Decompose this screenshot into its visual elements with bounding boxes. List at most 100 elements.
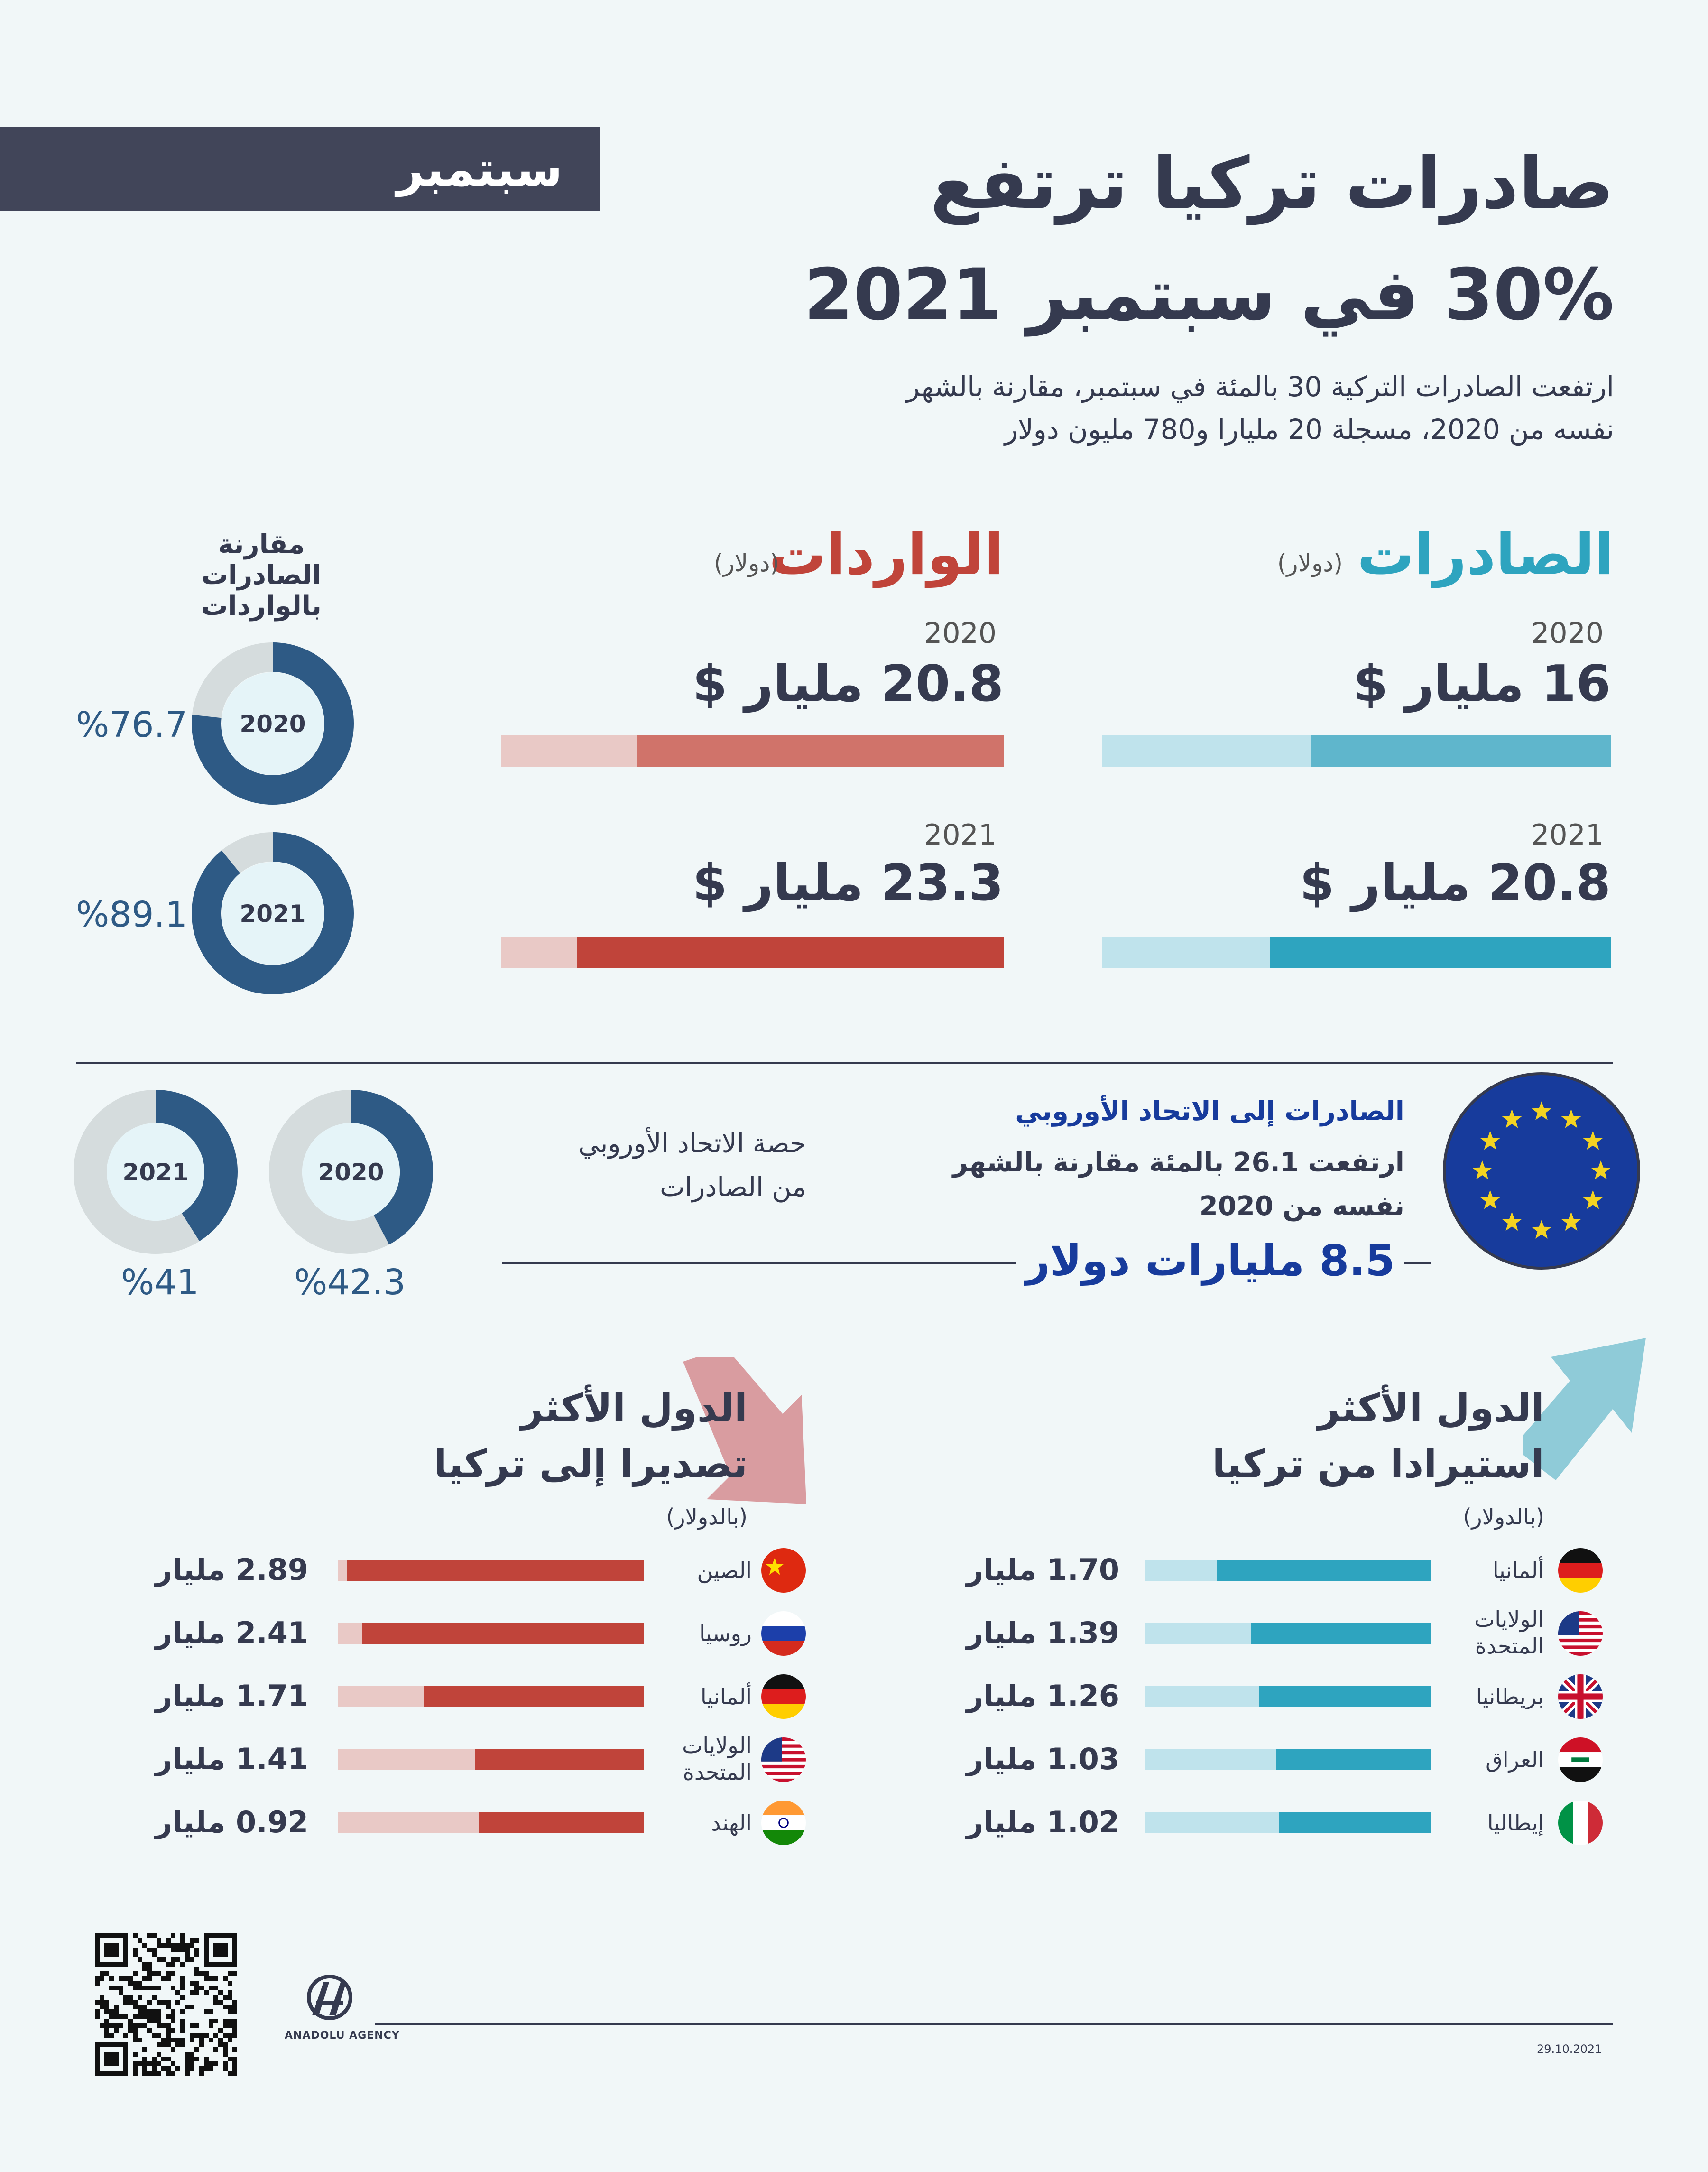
top-exporters-title: الدول الأكثر تصديرا إلى تركيا	[368, 1381, 748, 1493]
country-bar	[338, 1749, 644, 1770]
country-name-line-1: الصين	[697, 1558, 752, 1583]
country-name: الولايات المتحدة	[647, 1732, 752, 1785]
exports-2020-amount: 16 مليار $	[1353, 655, 1611, 713]
russia-flag-icon	[761, 1611, 806, 1656]
top-exporters-unit: (بالدولار)	[666, 1504, 748, 1530]
country-bar-fill	[475, 1749, 644, 1770]
coverage-2021-pct: %89.1	[76, 894, 188, 935]
imports-2020-bar-fill	[637, 735, 1004, 767]
subtitle-line-1: ارتفعت الصادرات التركية 30 بالمئة في سبت…	[906, 371, 1614, 403]
country-bar-fill	[362, 1623, 644, 1644]
month-badge-label: سبتمبر	[396, 141, 563, 197]
country-name-line-2: المتحدة	[1475, 1633, 1544, 1659]
country-value: 1.26 مليار	[966, 1679, 1119, 1713]
country-value: 1.39 مليار	[966, 1615, 1119, 1650]
eu-text-line-2: نفسه من 2020	[1199, 1191, 1404, 1222]
country-bar	[338, 1812, 644, 1833]
eu-share-line-1: حصة الاتحاد الأوروبي	[578, 1128, 806, 1159]
eu-share-2020-label: 2020	[318, 1159, 384, 1186]
country-bar-fill	[1216, 1560, 1431, 1581]
top-exporters-title-line-2: تصديرا إلى تركيا	[434, 1442, 748, 1487]
country-name-line-1: الهند	[711, 1810, 752, 1836]
imports-2020-bar	[501, 735, 1004, 767]
eu-share-2021-donut: 2021	[74, 1090, 238, 1254]
eu-star-icon	[1502, 1109, 1522, 1128]
footer-line	[375, 2023, 1613, 2025]
eu-share-title: حصة الاتحاد الأوروبي من الصادرات	[512, 1122, 806, 1209]
china-flag-icon	[761, 1548, 806, 1593]
country-value: 2.89 مليار	[155, 1552, 308, 1587]
country-name: الصين	[647, 1557, 752, 1584]
coverage-title: مقارنة الصادرات بالواردات	[143, 529, 380, 622]
exports-unit: (دولار)	[1277, 549, 1343, 577]
country-name: بريطانيا	[1440, 1683, 1544, 1710]
up-arrow-icon	[1523, 1338, 1646, 1480]
country-value: 1.03 مليار	[966, 1742, 1119, 1776]
eu-share-line-2: من الصادرات	[660, 1172, 806, 1203]
footer-date: 29.10.2021	[1537, 2042, 1602, 2056]
country-bar	[338, 1686, 644, 1707]
country-name-line-1: إيطاليا	[1487, 1810, 1544, 1836]
country-value: 1.41 مليار	[155, 1742, 308, 1776]
country-bar	[1145, 1560, 1431, 1581]
top-importers-unit: (بالدولار)	[1463, 1504, 1544, 1530]
page-title: صادرات تركيا ترتفع 30% في سبتمبر 2021	[381, 128, 1614, 351]
top-importers-title-line-2: استيرادا من تركيا	[1212, 1442, 1544, 1487]
eu-text-line-1: ارتفعت 26.1 بالمئة مقارنة بالشهر	[952, 1147, 1404, 1178]
eu-divider	[502, 1262, 1431, 1264]
germany-flag-icon	[1558, 1548, 1603, 1593]
eu-star-icon	[1532, 1220, 1551, 1239]
country-name-line-1: ألمانيا	[700, 1684, 752, 1709]
country-bar	[1145, 1749, 1431, 1770]
country-name: إيطاليا	[1440, 1810, 1544, 1836]
top-importers-title: الدول الأكثر استيرادا من تركيا	[1165, 1381, 1544, 1493]
subtitle: ارتفعت الصادرات التركية 30 بالمئة في سبت…	[381, 365, 1614, 451]
eu-flag-icon	[1443, 1072, 1640, 1270]
country-bar-fill	[478, 1812, 644, 1833]
country-name: الهند	[647, 1810, 752, 1836]
eu-star-icon	[1502, 1212, 1522, 1231]
top-exporters-title-line-1: الدول الأكثر	[520, 1386, 748, 1431]
donut-arc	[269, 1090, 433, 1254]
imports-2021-bar	[501, 937, 1004, 968]
country-bar	[338, 1560, 644, 1581]
exports-2021-year: 2021	[1531, 818, 1604, 852]
title-line-2: 30% في سبتمبر 2021	[803, 254, 1614, 336]
subtitle-line-2: نفسه من 2020، مسجلة 20 مليارا و780 مليون…	[1004, 413, 1614, 446]
imports-2021-amount: 23.3 مليار $	[692, 854, 1004, 912]
eu-star-icon	[1480, 1131, 1500, 1150]
usa-flag-icon	[1558, 1611, 1603, 1656]
coverage-2021-label: 2021	[240, 900, 305, 928]
title-line-1: صادرات تركيا ترتفع	[930, 142, 1614, 225]
germany-flag-icon	[761, 1674, 806, 1719]
eu-star-icon	[1561, 1109, 1581, 1128]
eu-star-icon	[1583, 1131, 1603, 1150]
country-bar-fill	[1250, 1623, 1431, 1644]
qr-code-icon	[95, 1933, 237, 2076]
country-value: 0.92 مليار	[155, 1805, 308, 1839]
imports-2021-bar-fill	[577, 937, 1004, 968]
exports-heading: الصادرات	[1357, 522, 1614, 588]
coverage-2020-pct: %76.7	[76, 705, 188, 745]
imports-heading: الواردات	[769, 522, 1004, 588]
country-name: روسيا	[647, 1620, 752, 1647]
country-bar-fill	[1276, 1749, 1431, 1770]
country-name-line-1: ألمانيا	[1492, 1558, 1544, 1583]
eu-share-2020-pct: %42.3	[294, 1262, 406, 1303]
donut-center	[222, 672, 324, 775]
down-arrow-icon	[683, 1357, 806, 1504]
eu-star-icon	[1532, 1101, 1551, 1120]
exports-2020-bar	[1102, 735, 1611, 767]
section-divider	[76, 1062, 1613, 1064]
imports-2020-year: 2020	[924, 617, 997, 650]
country-value: 1.70 مليار	[966, 1552, 1119, 1587]
coverage-title-line-2: الصادرات بالواردات	[201, 560, 322, 622]
country-name-line-1: الولايات	[1474, 1606, 1544, 1632]
country-value: 1.02 مليار	[966, 1805, 1119, 1839]
country-name: ألمانيا	[1440, 1557, 1544, 1584]
coverage-2020-donut: 2020	[192, 642, 354, 805]
country-bar	[338, 1623, 644, 1644]
footer-brand: ANADOLU AGENCY	[285, 2030, 400, 2042]
country-bar-fill	[1279, 1812, 1431, 1833]
month-banner: سبتمبر	[0, 127, 600, 211]
